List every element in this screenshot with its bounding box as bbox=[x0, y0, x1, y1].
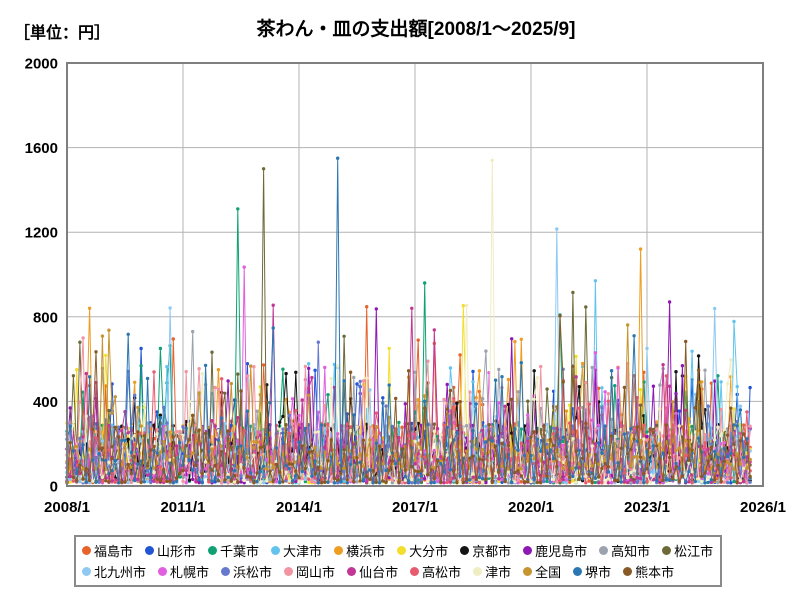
legend-item-4: 大津市 bbox=[271, 541, 322, 560]
legend-item-17: 津市 bbox=[473, 562, 511, 581]
legend-label: 高知市 bbox=[611, 543, 651, 559]
legend-item-8: 鹿児島市 bbox=[523, 541, 587, 560]
legend-label: 横浜市 bbox=[346, 543, 386, 559]
svg-text:2023/1: 2023/1 bbox=[624, 499, 670, 516]
legend-dot-icon bbox=[460, 545, 470, 555]
legend-item-3: 千葉市 bbox=[208, 541, 259, 560]
legend-dot-icon bbox=[623, 567, 633, 577]
svg-text:400: 400 bbox=[33, 394, 58, 411]
legend-dot-icon bbox=[284, 567, 294, 577]
svg-text:2014/1: 2014/1 bbox=[276, 499, 322, 516]
legend-label: 京都市 bbox=[472, 543, 512, 559]
legend-dot-icon bbox=[82, 567, 91, 577]
legend-item-20: 熊本市 bbox=[623, 562, 674, 581]
y-axis-labels: 0 400 800 1200 1600 2000 bbox=[25, 56, 58, 496]
svg-text:1600: 1600 bbox=[25, 140, 58, 157]
legend-label: 高松市 bbox=[422, 565, 462, 581]
legend-item-6: 大分市 bbox=[397, 541, 448, 560]
unit-label: ［単位：円］ bbox=[14, 25, 111, 42]
legend-dot-icon bbox=[573, 567, 583, 577]
legend-dot-icon bbox=[410, 567, 420, 577]
legend-item-5: 横浜市 bbox=[334, 541, 385, 560]
legend-label: 鹿児島市 bbox=[535, 543, 588, 559]
legend-dot-icon bbox=[523, 567, 533, 577]
legend-dot-icon bbox=[347, 567, 357, 577]
svg-text:2020/1: 2020/1 bbox=[508, 499, 554, 516]
svg-text:2008/1: 2008/1 bbox=[44, 499, 90, 516]
legend-label: 千葉市 bbox=[220, 543, 260, 559]
legend-dot-icon bbox=[662, 545, 672, 555]
legend-item-2: 山形市 bbox=[145, 541, 196, 560]
legend-item-13: 浜松市 bbox=[221, 562, 272, 581]
svg-text:2017/1: 2017/1 bbox=[392, 499, 438, 516]
legend-item-14: 岡山市 bbox=[284, 562, 335, 581]
legend-dot-icon bbox=[397, 545, 407, 555]
legend-dot-icon bbox=[221, 567, 231, 577]
chart-canvas: 0 400 800 1200 1600 2000 2008/1 2011/1 2014/1 201… bbox=[25, 56, 786, 517]
legend-dot-icon bbox=[599, 545, 609, 555]
legend-dot-icon bbox=[473, 567, 483, 577]
legend-item-10: 松江市 bbox=[662, 541, 713, 560]
series-lines bbox=[65, 156, 752, 485]
plot-border bbox=[66, 62, 764, 487]
legend-item-7: 京都市 bbox=[460, 541, 511, 560]
legend: 福島市 山形市 千葉市 大津市 横浜市 大分市 京都市 鹿児島市 高知市 松江市北九州市 札幌市 浜松… bbox=[74, 535, 722, 587]
legend-label: 浜松市 bbox=[233, 565, 273, 581]
legend-label: 仙台市 bbox=[359, 565, 399, 581]
legend-item-19: 堺市 bbox=[573, 562, 611, 581]
legend-label: 津市 bbox=[485, 565, 512, 581]
legend-label: 福島市 bbox=[94, 543, 134, 559]
legend-label: 熊本市 bbox=[635, 565, 675, 581]
svg-text:1200: 1200 bbox=[25, 225, 58, 242]
legend-label: 北九州市 bbox=[94, 565, 147, 581]
legend-item-12: 札幌市 bbox=[158, 562, 209, 581]
svg-text:2026/1: 2026/1 bbox=[740, 499, 786, 516]
legend-label: 大津市 bbox=[283, 543, 323, 559]
series-熊本市 bbox=[65, 314, 752, 485]
legend-label: 堺市 bbox=[585, 565, 612, 581]
legend-dot-icon bbox=[158, 567, 168, 577]
legend-label: 山形市 bbox=[157, 543, 197, 559]
svg-text:0: 0 bbox=[50, 479, 58, 496]
legend-item-9: 高知市 bbox=[599, 541, 650, 560]
legend-dot-icon bbox=[334, 545, 344, 555]
legend-item-16: 高松市 bbox=[410, 562, 461, 581]
svg-text:800: 800 bbox=[33, 309, 58, 326]
svg-text:2000: 2000 bbox=[25, 56, 58, 73]
legend-dot-icon bbox=[82, 545, 91, 555]
legend-dot-icon bbox=[523, 545, 533, 555]
legend-label: 大分市 bbox=[409, 543, 449, 559]
legend-label: 岡山市 bbox=[296, 565, 336, 581]
legend-label: 松江市 bbox=[674, 543, 714, 559]
page-title: 茶わん・皿の支出額[2008/1～2025/9] bbox=[256, 19, 576, 40]
legend-row-1: 福島市 山形市 千葉市 大津市 横浜市 大分市 京都市 鹿児島市 高知市 松江市 bbox=[82, 541, 714, 560]
legend-row-2: 北九州市 札幌市 浜松市 岡山市 仙台市 高松市 津市 全国 堺市 熊本市 bbox=[82, 562, 714, 581]
legend-item-1: 福島市 bbox=[82, 541, 133, 560]
legend-item-18: 全国 bbox=[523, 562, 561, 581]
legend-dot-icon bbox=[145, 545, 155, 555]
svg-text:2011/1: 2011/1 bbox=[160, 499, 205, 516]
legend-dot-icon bbox=[208, 545, 218, 555]
legend-label: 札幌市 bbox=[170, 565, 210, 581]
legend-label: 全国 bbox=[535, 565, 562, 581]
x-axis-labels: 2008/1 2011/1 2014/1 2017/1 2020/1 2023/1 2026… bbox=[44, 499, 786, 516]
legend-dot-icon bbox=[271, 545, 281, 555]
legend-item-15: 仙台市 bbox=[347, 562, 398, 581]
legend-item-11: 北九州市 bbox=[82, 562, 146, 581]
